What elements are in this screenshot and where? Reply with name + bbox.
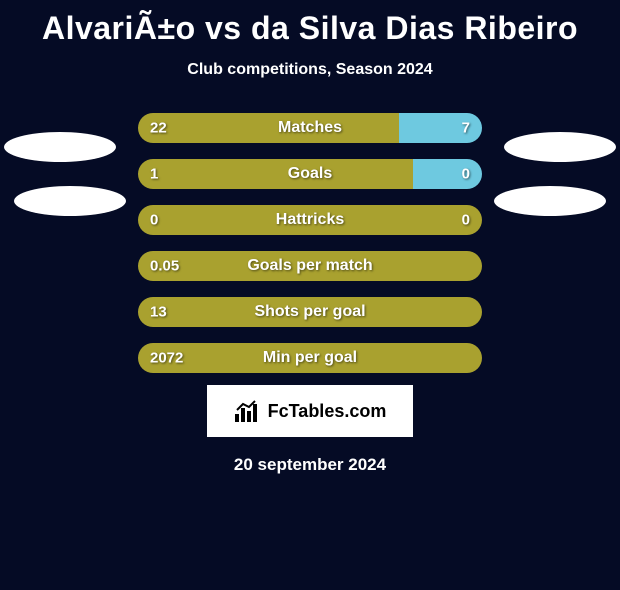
stat-row: Goals per match 0.05	[138, 251, 482, 281]
stat-label: Goals	[288, 165, 332, 183]
player2-photo-placeholder-1	[504, 132, 616, 162]
stat-value-player2: 0	[462, 212, 470, 229]
fctables-logo: FcTables.com	[207, 385, 413, 437]
page-title: AlvariÃ±o vs da Silva Dias Ribeiro	[0, 10, 620, 47]
stat-row: Goals 1 0	[138, 159, 482, 189]
stat-bar-player1	[138, 113, 399, 143]
stat-label: Shots per goal	[254, 303, 365, 321]
fctables-logo-text: FcTables.com	[268, 401, 387, 422]
stat-value-player1: 13	[150, 304, 167, 321]
stat-value-player1: 22	[150, 120, 167, 137]
stat-bar-player2	[413, 159, 482, 189]
player2-photo-placeholder-2	[494, 186, 606, 216]
date-label: 20 september 2024	[0, 455, 620, 475]
stat-value-player1: 0.05	[150, 258, 179, 275]
bar-chart-icon	[234, 400, 262, 422]
stat-label: Min per goal	[263, 349, 357, 367]
page-subtitle: Club competitions, Season 2024	[0, 61, 620, 79]
player1-photo-placeholder-1	[4, 132, 116, 162]
stat-value-player2: 7	[462, 120, 470, 137]
player1-photo-placeholder-2	[14, 186, 126, 216]
stat-label: Matches	[278, 119, 342, 137]
stat-row: Matches 22 7	[138, 113, 482, 143]
stat-row: Min per goal 2072	[138, 343, 482, 373]
stat-value-player1: 2072	[150, 350, 183, 367]
stat-value-player2: 0	[462, 166, 470, 183]
stat-value-player1: 0	[150, 212, 158, 229]
stat-label: Goals per match	[247, 257, 372, 275]
stat-value-player1: 1	[150, 166, 158, 183]
stat-bar-player1	[138, 159, 413, 189]
stat-label: Hattricks	[276, 211, 344, 229]
stat-row: Hattricks 0 0	[138, 205, 482, 235]
stat-row: Shots per goal 13	[138, 297, 482, 327]
